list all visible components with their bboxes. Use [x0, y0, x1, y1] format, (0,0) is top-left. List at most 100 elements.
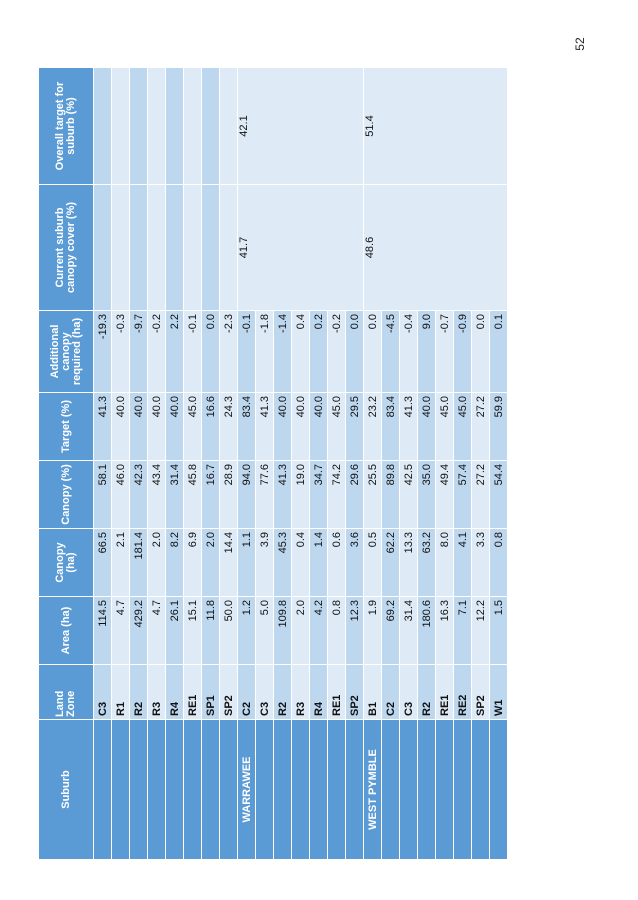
canopy-pct-cell: 34.7 — [309, 460, 328, 529]
canopy-pct-cell: 35.0 — [417, 460, 436, 529]
canopy-pct-cell: 49.4 — [435, 460, 454, 529]
table-row: R2 429.2 181.4 42.3 40.0 -9.7 — [129, 67, 148, 860]
target-cell: 29.5 — [345, 392, 364, 461]
target-cell: 83.4 — [381, 392, 400, 461]
current-cover-cell — [201, 184, 220, 311]
overall-target-cell: 51.4 — [363, 67, 508, 185]
additional-cell: 9.0 — [417, 310, 436, 393]
land-zone-cell: RE2 — [453, 664, 472, 720]
land-zone-cell: R2 — [129, 664, 148, 720]
header-area: Area (ha) — [38, 596, 94, 665]
canopy-ha-cell: 1.1 — [237, 528, 256, 597]
overall-target-cell — [111, 67, 130, 185]
suburb-cell — [417, 719, 436, 860]
land-zone-cell: C2 — [237, 664, 256, 720]
land-zone-cell: SP1 — [201, 664, 220, 720]
target-cell: 40.0 — [291, 392, 310, 461]
canopy-pct-cell: 28.9 — [219, 460, 238, 529]
canopy-ha-cell: 14.4 — [219, 528, 238, 597]
table-row: RE1 15.1 6.9 45.8 45.0 -0.1 — [183, 67, 202, 860]
suburb-cell — [111, 719, 130, 860]
target-cell: 41.3 — [399, 392, 418, 461]
target-cell: 45.0 — [453, 392, 472, 461]
suburb-cell — [345, 719, 364, 860]
table-row: C3 114.5 66.5 58.1 41.3 -19.3 — [93, 67, 112, 860]
canopy-pct-cell: 19.0 — [291, 460, 310, 529]
canopy-pct-cell: 29.6 — [345, 460, 364, 529]
additional-cell: -0.7 — [435, 310, 454, 393]
overall-target-cell — [183, 67, 202, 185]
area-cell: 109.8 — [273, 596, 292, 665]
land-zone-cell: SP2 — [471, 664, 490, 720]
canopy-ha-cell: 3.9 — [255, 528, 274, 597]
area-cell: 4.7 — [111, 596, 130, 665]
canopy-pct-cell: 45.8 — [183, 460, 202, 529]
canopy-pct-cell: 41.3 — [273, 460, 292, 529]
header-canopy-ha: Canopy (ha) — [38, 528, 94, 597]
land-zone-cell: R1 — [111, 664, 130, 720]
header-overall-target: Overall target for suburb (%) — [38, 67, 94, 185]
land-zone-cell: R3 — [291, 664, 310, 720]
current-cover-cell — [183, 184, 202, 311]
additional-cell: 0.0 — [471, 310, 490, 393]
canopy-ha-cell: 2.0 — [147, 528, 166, 597]
table-row: WARRAWEE C2 1.2 1.1 94.0 83.4 -0.1 41.7 42.1 — [237, 67, 364, 860]
suburb-cell — [129, 719, 148, 860]
overall-target-cell — [93, 67, 112, 185]
canopy-ha-cell: 0.4 — [291, 528, 310, 597]
land-zone-cell: C3 — [93, 664, 112, 720]
header-target: Target (%) — [38, 392, 94, 461]
suburb-cell — [453, 719, 472, 860]
suburb-cell — [489, 719, 508, 860]
table-row: R1 4.7 2.1 46.0 40.0 -0.3 — [111, 67, 130, 860]
area-cell: 12.3 — [345, 596, 364, 665]
target-cell: 45.0 — [183, 392, 202, 461]
additional-cell: -4.5 — [381, 310, 400, 393]
area-cell: 11.8 — [201, 596, 220, 665]
canopy-ha-cell: 8.0 — [435, 528, 454, 597]
additional-cell: -0.1 — [183, 310, 202, 393]
canopy-pct-cell: 16.7 — [201, 460, 220, 529]
current-cover-cell — [165, 184, 184, 311]
additional-cell: -19.3 — [93, 310, 112, 393]
suburb-cell — [183, 719, 202, 860]
area-cell: 4.2 — [309, 596, 328, 665]
additional-cell: -0.2 — [147, 310, 166, 393]
land-zone-cell: C3 — [399, 664, 418, 720]
land-zone-cell: RE1 — [183, 664, 202, 720]
suburb-cell — [165, 719, 184, 860]
canopy-ha-cell: 2.1 — [111, 528, 130, 597]
canopy-ha-cell: 4.1 — [453, 528, 472, 597]
additional-cell: 0.4 — [291, 310, 310, 393]
canopy-ha-cell: 63.2 — [417, 528, 436, 597]
target-cell: 40.0 — [309, 392, 328, 461]
target-cell: 45.0 — [327, 392, 346, 461]
area-cell: 429.2 — [129, 596, 148, 665]
canopy-ha-cell: 181.4 — [129, 528, 148, 597]
land-zone-cell: R4 — [165, 664, 184, 720]
land-zone-cell: R2 — [417, 664, 436, 720]
canopy-ha-cell: 0.8 — [489, 528, 508, 597]
additional-cell: -0.4 — [399, 310, 418, 393]
canopy-ha-cell: 45.3 — [273, 528, 292, 597]
additional-cell: -0.3 — [111, 310, 130, 393]
suburb-cell — [435, 719, 454, 860]
area-cell: 1.5 — [489, 596, 508, 665]
canopy-pct-cell: 25.5 — [363, 460, 382, 529]
target-cell: 23.2 — [363, 392, 382, 461]
area-cell: 26.1 — [165, 596, 184, 665]
suburb-cell — [291, 719, 310, 860]
suburb-cell — [471, 719, 490, 860]
target-cell: 40.0 — [417, 392, 436, 461]
suburb-cell — [93, 719, 112, 860]
land-zone-cell: R2 — [273, 664, 292, 720]
canopy-pct-cell: 46.0 — [111, 460, 130, 529]
table-header: Suburb Land Zone Area (ha) Canopy (ha) C… — [38, 67, 94, 860]
table-row: R3 4.7 2.0 43.4 40.0 -0.2 — [147, 67, 166, 860]
table-body: C3 114.5 66.5 58.1 41.3 -19.3 R1 4.7 2.1 46.0 40.0… — [93, 67, 508, 860]
suburb-cell — [327, 719, 346, 860]
area-cell: 180.6 — [417, 596, 436, 665]
target-cell: 27.2 — [471, 392, 490, 461]
land-zone-cell: SP2 — [345, 664, 364, 720]
area-cell: 1.2 — [237, 596, 256, 665]
